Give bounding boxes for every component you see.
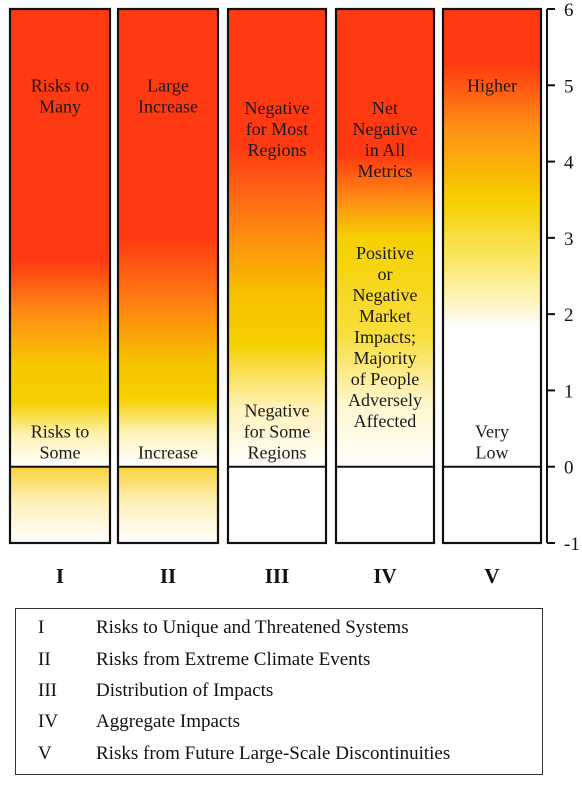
bar-lower-fill <box>228 467 326 543</box>
y-tick-label: 0 <box>564 458 574 479</box>
legend-item: V Risks from Future Large-Scale Disconti… <box>16 743 542 771</box>
bar-lower-fill <box>443 467 541 543</box>
bar-label: Risks to Many <box>31 75 90 116</box>
y-axis: 6 5 4 3 2 1 0 -1 <box>547 0 580 555</box>
bars-layer <box>10 9 541 543</box>
y-tick-label: -1 <box>564 534 580 555</box>
legend-text: Distribution of Impacts <box>96 680 273 702</box>
legend-item: IV Aggregate Impacts <box>16 711 542 739</box>
legend-numeral: V <box>38 743 52 765</box>
bar-label: Very Low <box>475 422 509 463</box>
x-tick-label: V <box>484 564 499 588</box>
legend-numeral: II <box>38 649 51 671</box>
bar-label: Higher <box>467 75 517 95</box>
bar-label: Negative for Most Regions <box>245 98 310 160</box>
legend-text: Risks to Unique and Threatened Systems <box>96 617 409 639</box>
bar-upper-fill <box>228 9 326 467</box>
x-tick-label: I <box>56 564 64 588</box>
bar-lower-fill <box>10 467 110 543</box>
x-tick-label: II <box>160 564 176 588</box>
bar-label: Increase <box>138 443 198 463</box>
legend-numeral: III <box>38 680 57 702</box>
legend-box: I Risks to Unique and Threatened Systems… <box>15 608 543 775</box>
bar-label: Negative for Some Regions <box>244 401 311 463</box>
y-tick-label: 4 <box>564 153 574 174</box>
legend-numeral: I <box>38 617 44 639</box>
bar-lower-fill <box>336 467 434 543</box>
x-tick-label: III <box>265 564 290 588</box>
bar-column-III <box>228 9 326 543</box>
y-tick-label: 2 <box>564 305 574 326</box>
bar-lower-fill <box>118 467 218 543</box>
x-tick-label: IV <box>373 564 396 588</box>
legend-text: Risks from Extreme Climate Events <box>96 649 370 671</box>
y-tick-label: 3 <box>564 229 574 250</box>
legend-item: II Risks from Extreme Climate Events <box>16 649 542 677</box>
legend-text: Aggregate Impacts <box>96 711 240 733</box>
y-tick-label: 5 <box>564 76 574 97</box>
bar-label: Risks to Some <box>31 422 90 463</box>
legend-item: I Risks to Unique and Threatened Systems <box>16 617 542 645</box>
legend-text: Risks from Future Large-Scale Discontinu… <box>96 743 450 765</box>
y-tick-label: 1 <box>564 381 574 402</box>
legend-item: III Distribution of Impacts <box>16 680 542 708</box>
x-axis-labels: I II III IV V <box>56 564 500 588</box>
legend-numeral: IV <box>38 711 58 733</box>
y-tick-label: 6 <box>564 0 574 21</box>
